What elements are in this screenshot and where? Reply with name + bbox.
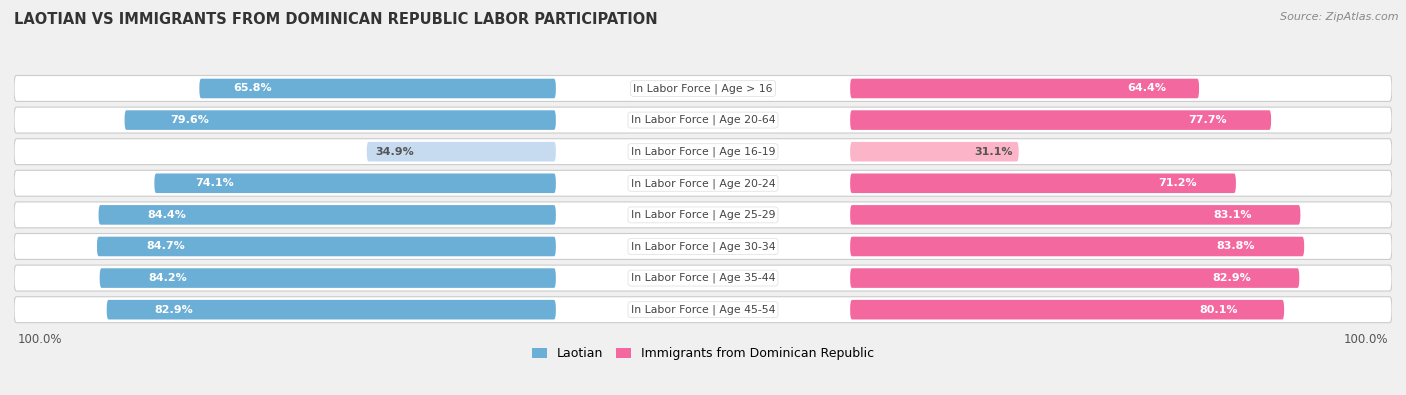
Text: 83.8%: 83.8% — [1216, 241, 1256, 252]
FancyBboxPatch shape — [100, 268, 555, 288]
Text: 82.9%: 82.9% — [155, 305, 194, 315]
Text: In Labor Force | Age 20-24: In Labor Force | Age 20-24 — [631, 178, 775, 188]
FancyBboxPatch shape — [851, 142, 1019, 162]
Text: 84.4%: 84.4% — [148, 210, 187, 220]
FancyBboxPatch shape — [97, 237, 555, 256]
Text: 83.1%: 83.1% — [1213, 210, 1253, 220]
Text: 71.2%: 71.2% — [1159, 178, 1198, 188]
FancyBboxPatch shape — [98, 205, 555, 225]
FancyBboxPatch shape — [851, 173, 1236, 193]
Text: In Labor Force | Age 25-29: In Labor Force | Age 25-29 — [631, 210, 775, 220]
Text: 82.9%: 82.9% — [1212, 273, 1251, 283]
Text: In Labor Force | Age 30-34: In Labor Force | Age 30-34 — [631, 241, 775, 252]
FancyBboxPatch shape — [125, 110, 555, 130]
Text: LAOTIAN VS IMMIGRANTS FROM DOMINICAN REPUBLIC LABOR PARTICIPATION: LAOTIAN VS IMMIGRANTS FROM DOMINICAN REP… — [14, 12, 658, 27]
FancyBboxPatch shape — [14, 265, 1392, 291]
Text: In Labor Force | Age 20-64: In Labor Force | Age 20-64 — [631, 115, 775, 125]
Text: 34.9%: 34.9% — [375, 147, 415, 157]
FancyBboxPatch shape — [14, 107, 1392, 133]
FancyBboxPatch shape — [107, 300, 555, 320]
Text: 84.2%: 84.2% — [149, 273, 187, 283]
FancyBboxPatch shape — [851, 300, 1284, 320]
FancyBboxPatch shape — [851, 79, 1199, 98]
FancyBboxPatch shape — [851, 268, 1299, 288]
Text: 84.7%: 84.7% — [146, 241, 186, 252]
Text: 74.1%: 74.1% — [195, 178, 233, 188]
Text: In Labor Force | Age 16-19: In Labor Force | Age 16-19 — [631, 147, 775, 157]
FancyBboxPatch shape — [851, 205, 1301, 225]
FancyBboxPatch shape — [851, 237, 1305, 256]
Text: 65.8%: 65.8% — [233, 83, 273, 94]
FancyBboxPatch shape — [200, 79, 555, 98]
FancyBboxPatch shape — [367, 142, 555, 162]
Text: 77.7%: 77.7% — [1188, 115, 1227, 125]
Text: Source: ZipAtlas.com: Source: ZipAtlas.com — [1281, 12, 1399, 22]
FancyBboxPatch shape — [14, 139, 1392, 165]
FancyBboxPatch shape — [14, 297, 1392, 323]
Text: 64.4%: 64.4% — [1128, 83, 1166, 94]
Text: In Labor Force | Age 35-44: In Labor Force | Age 35-44 — [631, 273, 775, 283]
Text: 100.0%: 100.0% — [1344, 333, 1389, 346]
Text: In Labor Force | Age > 16: In Labor Force | Age > 16 — [633, 83, 773, 94]
Text: 31.1%: 31.1% — [974, 147, 1012, 157]
Legend: Laotian, Immigrants from Dominican Republic: Laotian, Immigrants from Dominican Repub… — [527, 342, 879, 365]
FancyBboxPatch shape — [14, 202, 1392, 228]
FancyBboxPatch shape — [14, 75, 1392, 102]
FancyBboxPatch shape — [14, 170, 1392, 196]
Text: 100.0%: 100.0% — [17, 333, 62, 346]
FancyBboxPatch shape — [851, 110, 1271, 130]
FancyBboxPatch shape — [155, 173, 555, 193]
Text: 80.1%: 80.1% — [1199, 305, 1239, 315]
Text: In Labor Force | Age 45-54: In Labor Force | Age 45-54 — [631, 305, 775, 315]
FancyBboxPatch shape — [14, 233, 1392, 260]
Text: 79.6%: 79.6% — [170, 115, 208, 125]
